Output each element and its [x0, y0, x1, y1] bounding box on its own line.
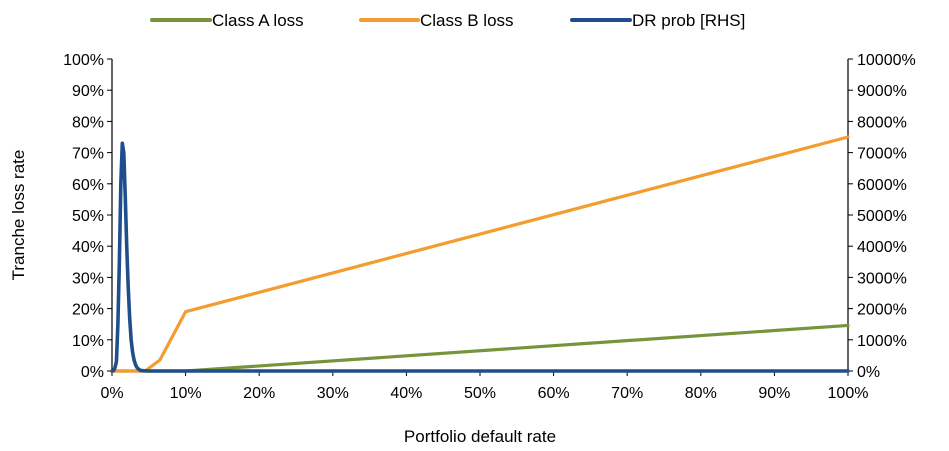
series-layer	[110, 135, 850, 373]
legend: Class A loss Class B loss DR prob [RHS]	[150, 11, 745, 30]
legend-label-2: Class B loss	[420, 11, 514, 30]
y-left-tick-label: 10%	[72, 333, 104, 350]
y-right-tick-label: 1000%	[857, 333, 907, 350]
x-tick-label: 0%	[100, 385, 123, 402]
x-axis-title: Portfolio default rate	[404, 427, 556, 446]
y-right-tick-label: 6000%	[857, 177, 907, 194]
y-left-tick-label: 40%	[72, 239, 104, 256]
y-right-tick-label: 9000%	[857, 83, 907, 100]
y-right-tick-label: 2000%	[857, 302, 907, 319]
y-right-tick-label: 10000%	[857, 52, 916, 69]
x-tick-label: 60%	[538, 385, 570, 402]
x-tick-label: 30%	[317, 385, 349, 402]
x-tick-label: 20%	[243, 385, 275, 402]
legend-label-3: DR prob [RHS]	[632, 11, 745, 30]
y-axis-right: 0% 1000% 2000% 3000% 4000% 5000% 6000% 7000% 800…	[847, 52, 916, 381]
y-right-tick-label: 8000%	[857, 114, 907, 131]
y-left-tick-label: 0%	[81, 364, 104, 381]
x-tick-label: 100%	[828, 385, 869, 402]
legend-label-1: Class A loss	[212, 11, 304, 30]
y-left-tick-label: 20%	[72, 302, 104, 319]
y-axis-title: Tranche loss rate	[9, 150, 28, 281]
x-tick-label: 40%	[390, 385, 422, 402]
series-line-3	[110, 141, 850, 373]
y-left-tick-label: 70%	[72, 146, 104, 163]
x-tick-label: 80%	[685, 385, 717, 402]
y-right-tick-label: 4000%	[857, 239, 907, 256]
y-left-tick-label: 90%	[72, 83, 104, 100]
y-right-tick-label: 3000%	[857, 270, 907, 287]
x-tick-label: 50%	[464, 385, 496, 402]
y-right-tick-label: 0%	[857, 364, 880, 381]
series-line-1	[110, 323, 850, 373]
y-left-tick-label: 100%	[63, 52, 104, 69]
y-axis-left: 0% 10% 20% 30% 40% 50% 60% 70% 80% 90% 100%	[63, 52, 113, 381]
series-line-2	[110, 135, 850, 373]
y-left-tick-label: 60%	[72, 177, 104, 194]
x-tick-label: 90%	[758, 385, 790, 402]
y-left-tick-label: 50%	[72, 208, 104, 225]
y-right-tick-label: 7000%	[857, 146, 907, 163]
x-axis: 0% 10% 20% 30% 40% 50% 60% 70% 80% 90% 100%	[100, 370, 869, 402]
y-right-tick-label: 5000%	[857, 208, 907, 225]
x-tick-label: 70%	[611, 385, 643, 402]
x-tick-label: 10%	[170, 385, 202, 402]
y-left-tick-label: 80%	[72, 114, 104, 131]
y-left-tick-label: 30%	[72, 270, 104, 287]
